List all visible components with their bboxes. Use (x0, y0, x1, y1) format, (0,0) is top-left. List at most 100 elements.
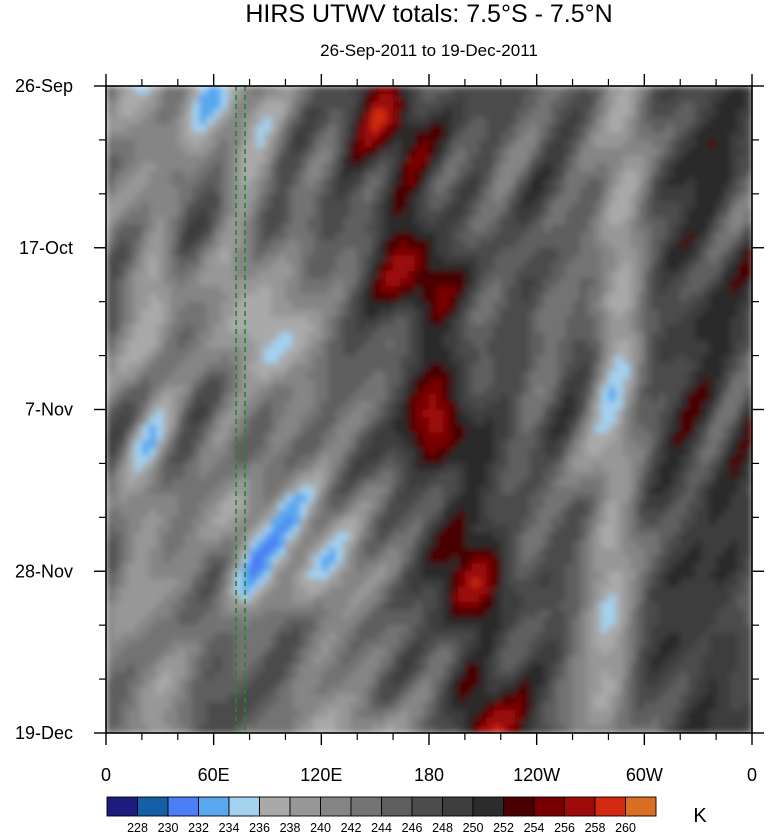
field-cell (127, 132, 136, 141)
field-cell (278, 232, 287, 241)
field-cell (716, 286, 725, 295)
field-cell (558, 109, 567, 118)
field-cell (500, 255, 509, 264)
field-cell (292, 417, 301, 426)
field-cell (543, 494, 552, 503)
field-cell (565, 286, 574, 295)
field-cell (393, 232, 402, 241)
field-cell (414, 494, 423, 503)
field-cell (472, 293, 481, 303)
field-cell (737, 270, 746, 280)
field-cell (335, 386, 344, 395)
field-cell (558, 440, 567, 449)
field-cell (271, 478, 280, 488)
field-cell (716, 324, 725, 334)
field-cell (127, 286, 136, 295)
field-cell (306, 86, 315, 95)
field-cell (701, 417, 710, 426)
field-cell (199, 409, 208, 418)
field-cell (292, 494, 301, 503)
field-cell (278, 424, 287, 434)
field-cell (357, 378, 366, 388)
field-cell (400, 424, 409, 434)
field-cell (206, 186, 215, 195)
field-cell (407, 363, 416, 372)
field-cell (113, 432, 122, 442)
field-cell (249, 170, 258, 180)
field-cell (737, 309, 746, 318)
field-cell (249, 471, 258, 480)
field-cell (687, 147, 696, 157)
field-cell (515, 139, 524, 149)
field-cell (335, 317, 344, 326)
field-cell (342, 147, 351, 157)
field-cell (687, 332, 696, 341)
field-cell (378, 170, 387, 180)
field-cell (342, 317, 351, 326)
field-cell (737, 347, 746, 357)
field-cell (163, 193, 172, 203)
field-cell (586, 201, 595, 211)
field-cell (242, 286, 251, 295)
field-cell (192, 240, 201, 249)
field-cell (393, 463, 402, 472)
field-cell (716, 101, 725, 110)
field-cell (744, 86, 752, 95)
field-cell (522, 378, 531, 388)
field-cell (306, 278, 315, 288)
field-cell (637, 255, 646, 264)
field-cell (206, 101, 215, 110)
field-cell (184, 301, 193, 311)
field-cell (378, 116, 387, 126)
field-cell (436, 432, 445, 442)
field-cell (163, 209, 172, 218)
field-cell (134, 448, 143, 457)
field-cell (450, 124, 459, 134)
field-cell (673, 93, 682, 103)
field-cell (314, 332, 323, 341)
field-cell (522, 440, 531, 449)
field-cell (335, 201, 344, 211)
field-cell (120, 417, 129, 426)
field-cell (429, 109, 437, 118)
field-cell (608, 286, 617, 295)
field-cell (429, 448, 437, 457)
field-cell (572, 132, 581, 141)
field-cell (615, 286, 624, 295)
field-cell (177, 355, 186, 365)
field-cell (414, 301, 423, 311)
field-cell (572, 186, 581, 195)
field-cell (184, 201, 193, 211)
field-cell (701, 247, 710, 257)
field-cell (551, 109, 559, 118)
field-cell (127, 355, 136, 365)
field-cell (306, 124, 315, 134)
field-cell (263, 116, 272, 126)
field-cell (342, 270, 351, 280)
field-cell (500, 286, 509, 295)
field-cell (393, 247, 402, 257)
field-cell (141, 494, 150, 503)
field-cell (680, 463, 689, 472)
field-cell (184, 455, 193, 465)
field-cell (134, 201, 143, 211)
field-cell (615, 101, 624, 110)
field-cell (558, 409, 567, 418)
field-cell (184, 240, 193, 249)
field-cell (271, 455, 280, 465)
field-cell (120, 455, 129, 465)
field-cell (306, 378, 315, 388)
field-cell (357, 324, 366, 334)
field-cell (443, 448, 452, 457)
field-cell (507, 101, 516, 110)
field-cell (701, 232, 710, 241)
field-cell (228, 278, 236, 288)
field-cell (350, 93, 359, 103)
field-cell (141, 93, 150, 103)
field-cell (120, 247, 129, 257)
field-cell (364, 509, 373, 519)
field-cell (407, 101, 416, 110)
field-cell (464, 155, 473, 164)
field-cell (472, 317, 481, 326)
field-cell (199, 463, 208, 472)
